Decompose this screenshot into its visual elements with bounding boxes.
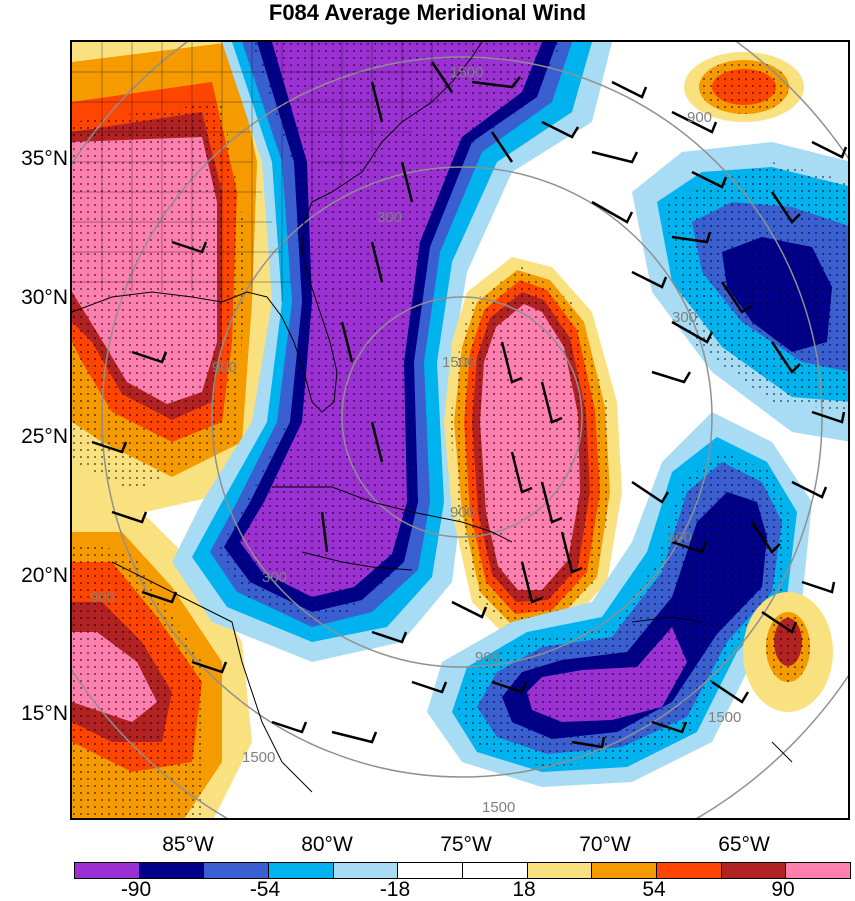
county-lines <box>72 42 472 302</box>
colorbar-swatch <box>657 863 722 878</box>
lon-label-80w: 80°W <box>301 833 353 856</box>
colorbar-swatch <box>204 863 270 878</box>
colorbar-label: 54 <box>642 878 666 901</box>
contour-label: 1500 <box>708 709 741 726</box>
contour-label: 300 <box>262 569 287 586</box>
contour-label: 300 <box>377 209 402 226</box>
contour-label: 1500 <box>450 64 483 81</box>
colorbar-swatch <box>463 863 528 878</box>
colorbar-swatch <box>398 863 464 878</box>
northeast-negative-anomaly <box>632 142 848 442</box>
east-positive-anomaly <box>743 592 833 712</box>
colorbar-label: -90 <box>120 878 152 901</box>
colorbar-swatch <box>527 863 593 878</box>
contour-label: 900 <box>450 504 475 521</box>
range-rings <box>72 42 848 818</box>
lat-label-15n: 15°N <box>21 702 68 725</box>
southwest-positive-anomaly <box>72 502 252 818</box>
coastlines <box>72 42 793 793</box>
contour-label: 1500 <box>242 749 275 766</box>
lon-label-70w: 70°W <box>579 833 631 856</box>
colorbar-label: -54 <box>249 878 281 901</box>
map-title: F084 Average Meridional Wind <box>268 0 587 25</box>
colorbar-label: -18 <box>379 878 411 901</box>
lon-label-75w: 75°W <box>440 833 492 856</box>
colorbar-swatch <box>592 863 658 878</box>
colorbar-swatch <box>721 863 787 878</box>
lat-label-25n: 25°N <box>21 425 68 448</box>
contour-label: 1500 <box>482 799 515 816</box>
colorbar-swatch <box>139 863 205 878</box>
contour-label: 300 <box>667 529 692 546</box>
lon-label-65w: 65°W <box>718 833 770 856</box>
colorbar <box>74 862 851 879</box>
northeast-positive-anomaly <box>684 52 804 122</box>
southeast-negative-anomaly <box>427 412 812 787</box>
colorbar-label: 90 <box>771 878 795 901</box>
colorbar-swatch <box>786 863 851 878</box>
contour-label: 900 <box>687 109 712 126</box>
colorbar-label: 18 <box>512 878 536 901</box>
lat-label-35n: 35°N <box>21 147 68 170</box>
contour-label: 900 <box>212 359 237 376</box>
contour-labels: 1500 900 300 300 900 1500 900 300 300 90… <box>90 64 741 816</box>
contour-label: 1500 <box>442 354 475 371</box>
wind-map-svg: 1500 900 300 300 900 1500 900 300 300 90… <box>72 42 848 818</box>
lon-label-85w: 85°W <box>162 833 214 856</box>
lat-label-30n: 30°N <box>21 286 68 309</box>
colorbar-swatch <box>269 863 334 878</box>
lat-label-20n: 20°N <box>21 564 68 587</box>
contour-label: 900 <box>90 589 115 606</box>
central-positive-anomaly <box>444 257 622 642</box>
contour-label: 900 <box>475 649 500 666</box>
colorbar-swatch <box>75 863 140 878</box>
wind-barbs <box>91 61 848 749</box>
colorbar-swatch <box>333 863 399 878</box>
contour-label: 300 <box>672 309 697 326</box>
map-plot-area: 1500 900 300 300 900 1500 900 300 300 90… <box>70 40 850 820</box>
